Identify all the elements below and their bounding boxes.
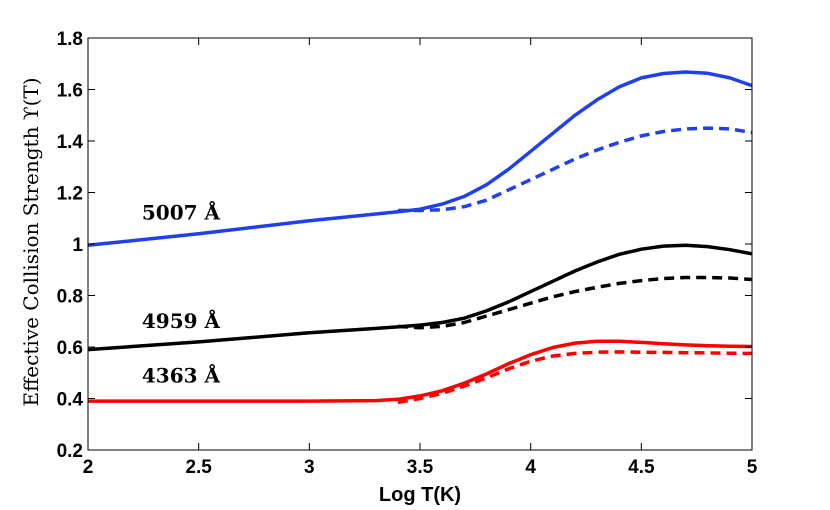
x-tick-label: 2 xyxy=(83,457,94,478)
y-tick-label: 0.2 xyxy=(57,441,83,462)
x-tick-label: 2.5 xyxy=(185,457,212,478)
y-tick-label: 1.2 xyxy=(57,184,83,205)
x-tick-label: 5 xyxy=(747,457,758,478)
series-line-1-dashed xyxy=(397,126,753,213)
series-line-4-solid xyxy=(88,339,753,403)
series-annotation: 4959 Å xyxy=(142,309,221,333)
y-tick-label: 1.6 xyxy=(57,81,83,102)
y-tick-label: 0.8 xyxy=(57,287,83,308)
x-tick-label: 4 xyxy=(525,457,536,478)
series-layer xyxy=(87,70,753,405)
x-tick-label: 3.5 xyxy=(407,457,434,478)
series-annotation: 5007 Å xyxy=(142,201,221,225)
y-tick-label: 1.4 xyxy=(57,132,84,153)
x-tick-label: 4.5 xyxy=(628,457,655,478)
plot-frame xyxy=(87,37,753,451)
y-axis-label: Effective Collision Strength ϒ(T) xyxy=(19,77,43,406)
y-tick-label: 0.6 xyxy=(57,338,83,359)
series-line-5-dashed xyxy=(397,350,753,405)
y-tick-label: 1.8 xyxy=(57,29,83,50)
annotation-layer: 5007 Å 4959 Å 4363 Å xyxy=(142,201,221,388)
x-tick-label: 3 xyxy=(304,457,315,478)
y-tick-label: 1 xyxy=(72,235,83,256)
y-tick-label: 0.4 xyxy=(57,390,84,411)
x-axis-label: Log T(K) xyxy=(379,484,461,506)
series-annotation: 4363 Å xyxy=(142,363,221,387)
series-line-3-dashed xyxy=(397,275,753,330)
